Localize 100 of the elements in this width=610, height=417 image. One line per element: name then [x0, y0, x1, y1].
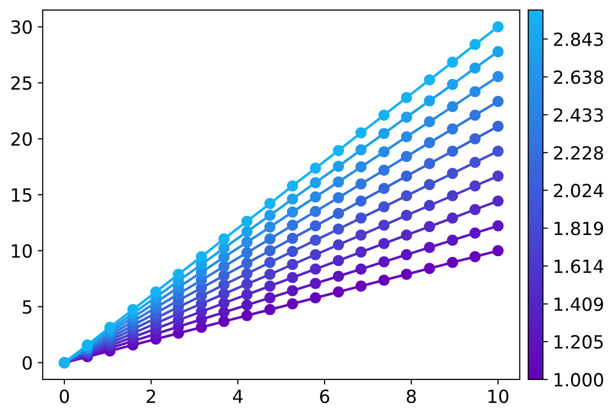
color-bar-label: 2.433 [554, 108, 603, 122]
point [218, 270, 230, 282]
y-tick-label: 15 [12, 188, 32, 202]
point [310, 249, 322, 260]
point [492, 70, 504, 82]
point [446, 256, 458, 268]
point [424, 200, 436, 212]
point [310, 278, 322, 289]
color-bar-label: 1.205 [554, 335, 603, 349]
color-bar-label: 1.819 [554, 222, 604, 236]
point [492, 195, 504, 207]
point [400, 112, 412, 123]
point [264, 198, 276, 210]
point [378, 256, 390, 268]
point [355, 280, 367, 292]
point [378, 201, 390, 212]
point [446, 168, 458, 180]
point [241, 268, 253, 280]
point [378, 274, 390, 286]
point [310, 220, 322, 232]
point [424, 242, 436, 254]
y-tick-label: 20 [11, 132, 32, 146]
point [470, 38, 481, 50]
point [264, 256, 276, 268]
point [286, 206, 298, 218]
point [218, 288, 230, 300]
point [310, 234, 322, 246]
point [355, 161, 367, 172]
point [264, 280, 276, 292]
point [286, 298, 298, 310]
point [400, 190, 412, 202]
point [400, 170, 412, 182]
point [127, 304, 138, 316]
point [286, 193, 298, 205]
point [241, 278, 253, 290]
x-tick-label: 8 [406, 390, 416, 404]
point [492, 170, 504, 182]
point [355, 229, 367, 241]
point [492, 120, 504, 132]
y-tick-label: 30 [11, 20, 32, 34]
point [470, 251, 481, 262]
color-bar-label: 1.614 [554, 260, 604, 274]
point [400, 229, 412, 241]
point [492, 146, 504, 157]
point [446, 101, 458, 112]
point [424, 178, 436, 190]
point [378, 164, 390, 176]
point [241, 289, 253, 300]
y-tick-label: 10 [12, 244, 32, 258]
point [424, 116, 436, 128]
x-tick-label: 0 [60, 390, 69, 404]
point [264, 210, 276, 221]
point [218, 279, 230, 290]
point [286, 272, 298, 284]
point [104, 322, 116, 333]
point [241, 216, 253, 227]
point [286, 180, 298, 192]
point [332, 208, 344, 219]
point [492, 96, 504, 108]
point [286, 246, 298, 257]
point [446, 78, 458, 90]
color-bar-label: 2.024 [554, 184, 604, 198]
point [241, 247, 253, 258]
color-bar-label: 2.638 [554, 70, 604, 84]
point [470, 204, 481, 216]
point [400, 92, 412, 104]
point [470, 180, 481, 192]
point [218, 252, 230, 263]
point [218, 298, 230, 309]
point [400, 131, 412, 142]
point [286, 285, 298, 296]
x-tick-label: 2 [146, 390, 156, 403]
point [264, 292, 276, 304]
point [310, 264, 322, 275]
color-bar-label: 2.228 [554, 146, 604, 160]
point [400, 268, 412, 280]
point [332, 192, 344, 204]
point [332, 286, 344, 298]
point [286, 220, 298, 231]
point [446, 190, 458, 202]
point [355, 178, 367, 190]
point [355, 246, 367, 258]
point [264, 245, 276, 256]
point [196, 251, 207, 262]
point [355, 212, 367, 224]
point [218, 306, 230, 318]
point [172, 268, 184, 280]
point [310, 292, 322, 304]
point [310, 162, 322, 174]
point [400, 210, 412, 221]
point [378, 182, 390, 194]
point [378, 220, 390, 231]
point [241, 236, 253, 248]
point [492, 46, 504, 58]
point [332, 224, 344, 235]
point [264, 304, 276, 316]
point [446, 56, 458, 68]
point [446, 212, 458, 224]
point [332, 160, 344, 172]
point [355, 264, 367, 275]
